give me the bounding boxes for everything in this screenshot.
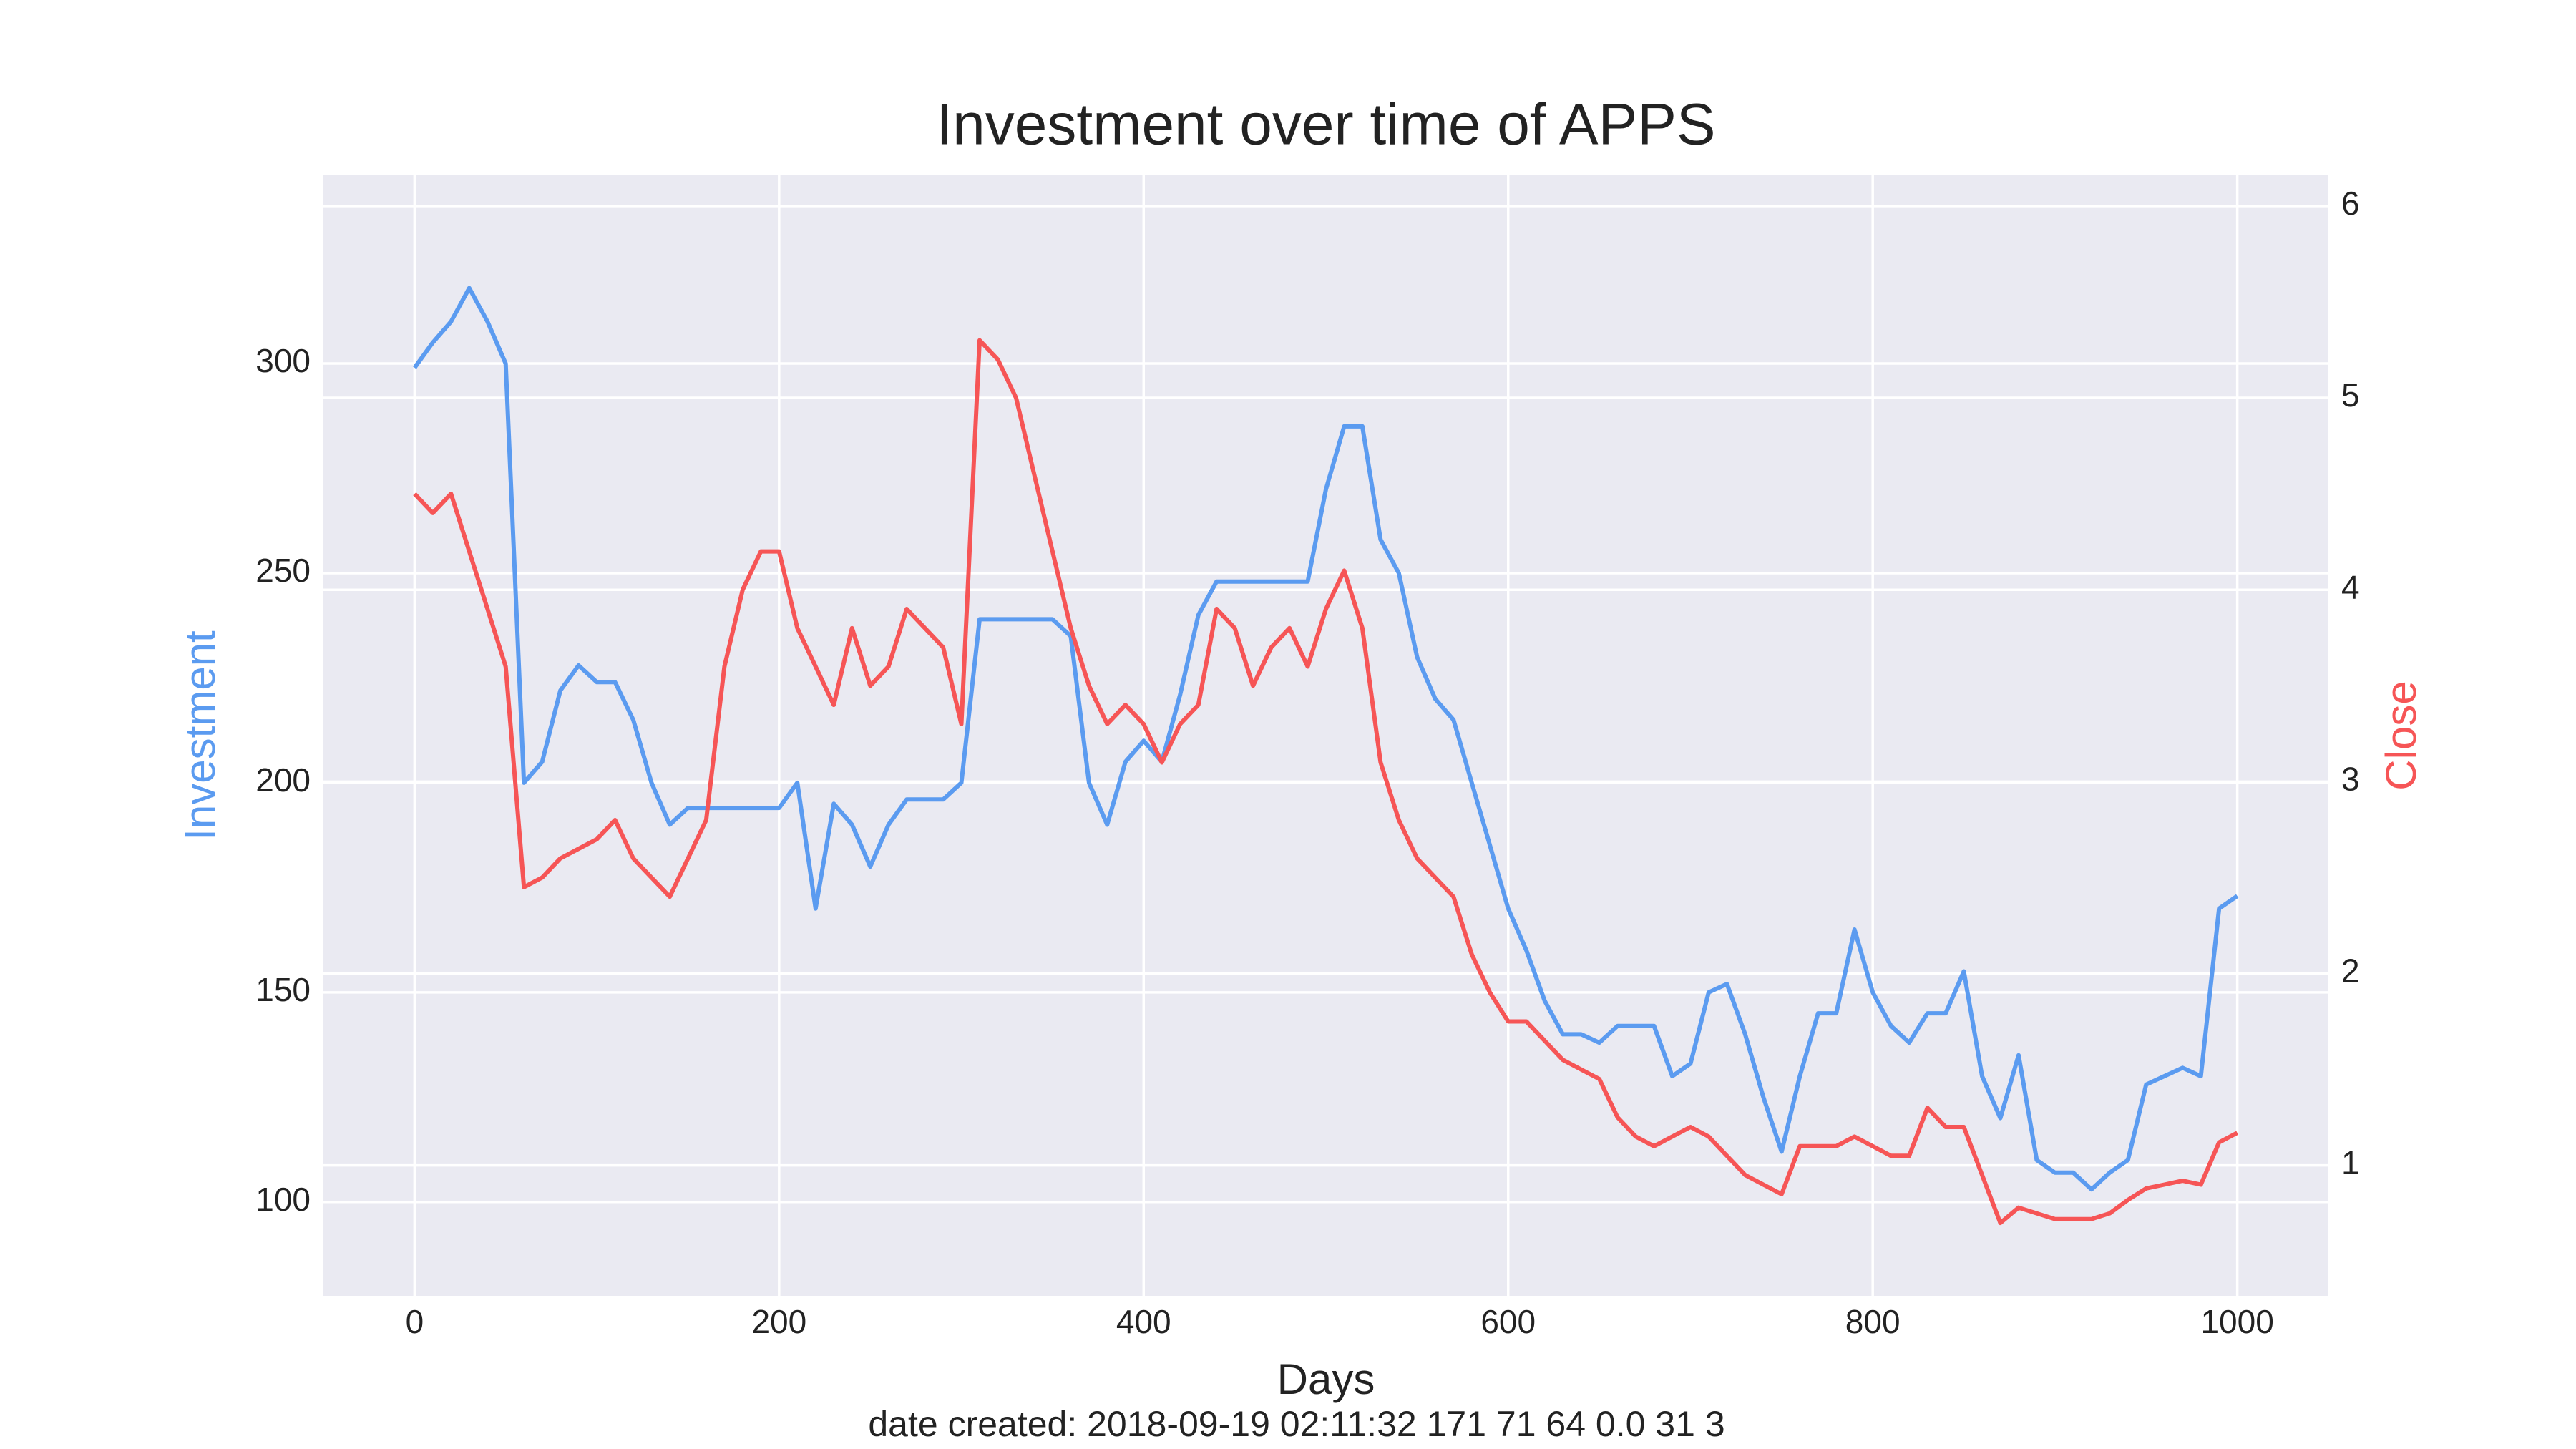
x-tick-label: 1000 [2200, 1303, 2273, 1340]
x-axis-label: Days [1277, 1355, 1375, 1403]
plot-area [323, 175, 2328, 1296]
y2-tick-label: 4 [2341, 568, 2360, 605]
line-series [413, 338, 2238, 1226]
x-tick-label: 0 [406, 1303, 424, 1340]
y2-tick-label: 3 [2341, 761, 2360, 798]
y2-tick-label: 2 [2341, 952, 2360, 990]
y2-tick-label: 6 [2341, 185, 2360, 222]
line-series [412, 286, 2239, 1192]
y-tick-label: 150 [255, 971, 311, 1008]
x-tick-label: 400 [1116, 1303, 1171, 1340]
y-tick-label: 100 [255, 1181, 311, 1218]
y2-axis-label: Close [2377, 680, 2425, 790]
chart-title: Investment over time of APPS [936, 92, 1715, 157]
y-axis-label: Investment [176, 630, 224, 841]
y-tick-label: 300 [255, 342, 311, 379]
x-tick-label: 600 [1480, 1303, 1536, 1340]
x-tick-label: 800 [1845, 1303, 1901, 1340]
x-tick-label: 200 [751, 1303, 806, 1340]
footnote: date created: 2018-09-19 02:11:32 171 71… [868, 1404, 1724, 1444]
y2-tick-label: 1 [2341, 1144, 2360, 1181]
y-tick-label: 200 [255, 761, 311, 799]
y-tick-label: 250 [255, 552, 311, 589]
y2-tick-label: 5 [2341, 376, 2360, 414]
